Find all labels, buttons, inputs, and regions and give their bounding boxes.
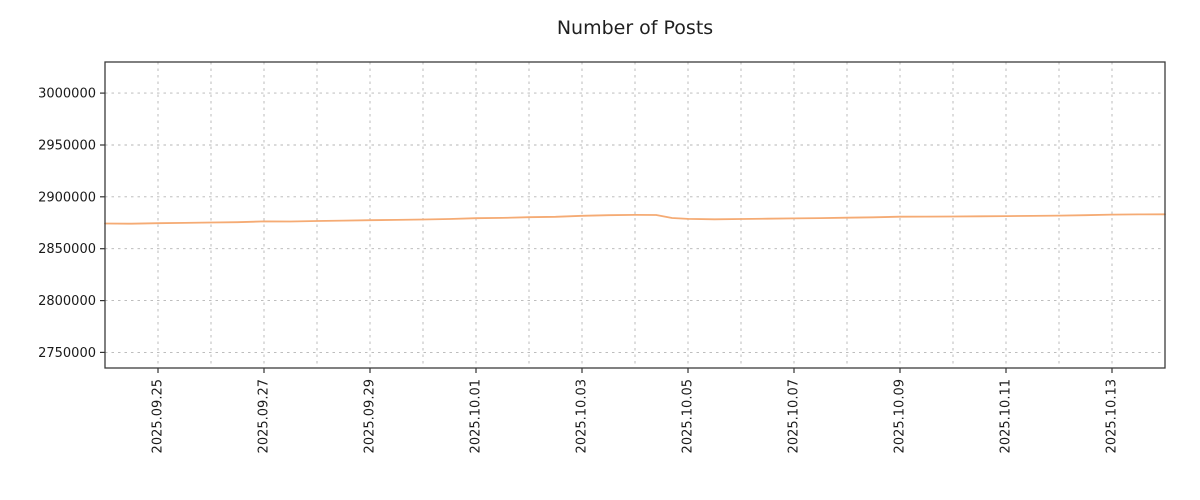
x-tick-label: 2025.10.07 <box>787 379 802 453</box>
y-tick-label: 2900000 <box>38 190 96 205</box>
y-tick-label: 3000000 <box>38 87 96 102</box>
x-tick-label: 2025.10.09 <box>893 379 908 453</box>
x-tick-label: 2025.09.29 <box>363 379 378 453</box>
x-tick-label: 2025.10.01 <box>469 379 484 453</box>
series-line <box>104 213 1166 225</box>
x-tick-label: 2025.10.11 <box>999 379 1014 453</box>
x-tick-label: 2025.09.25 <box>151 379 166 453</box>
chart-title: Number of Posts <box>556 17 714 39</box>
x-tick-label: 2025.09.27 <box>257 379 272 453</box>
y-tick-label: 2850000 <box>38 242 96 257</box>
y-tick-label: 2800000 <box>38 294 96 309</box>
x-tick-label: 2025.10.13 <box>1105 379 1120 453</box>
y-tick-label: 2950000 <box>38 139 96 154</box>
x-tick-label: 2025.10.03 <box>575 379 590 453</box>
x-tick-label: 2025.10.05 <box>681 379 696 453</box>
plot-border <box>104 61 1166 369</box>
y-tick-label: 2750000 <box>38 346 96 361</box>
